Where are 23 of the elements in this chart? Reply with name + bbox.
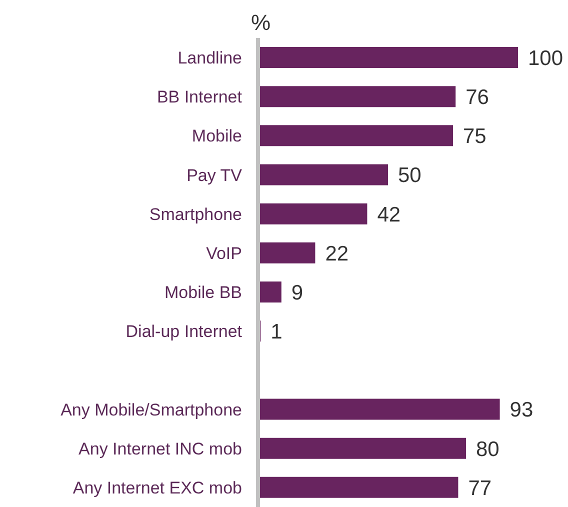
data-label: 75: [463, 125, 486, 148]
y-tick-label: Any Internet INC mob: [78, 439, 242, 458]
data-label: 80: [476, 438, 500, 461]
data-label: 77: [468, 476, 492, 500]
y-tick-label: Dial-up Internet: [126, 322, 242, 342]
y-tick-label: Landline: [178, 48, 242, 68]
data-label: 22: [325, 242, 349, 266]
y-tick-label: Mobile: [192, 126, 242, 146]
y-tick-label: Any Mobile/Smartphone: [60, 400, 242, 420]
y-tick-label: Any Internet EXC mob: [72, 478, 242, 498]
y-tick-label: VoIP: [206, 244, 242, 263]
x-axis-title: %: [251, 10, 271, 36]
y-tick-label: Mobile BB: [164, 283, 242, 302]
y-tick-label: Pay TV: [186, 166, 243, 185]
data-label: 76: [466, 86, 489, 110]
data-label: 1: [270, 320, 282, 344]
data-label: 100: [528, 46, 564, 70]
data-label: 50: [398, 164, 422, 188]
data-label: 42: [377, 203, 401, 226]
y-tick-label: Smartphone: [149, 204, 242, 224]
data-label: 93: [510, 398, 534, 422]
y-tick-label: BB Internet: [156, 88, 242, 107]
data-label: 9: [291, 281, 304, 304]
